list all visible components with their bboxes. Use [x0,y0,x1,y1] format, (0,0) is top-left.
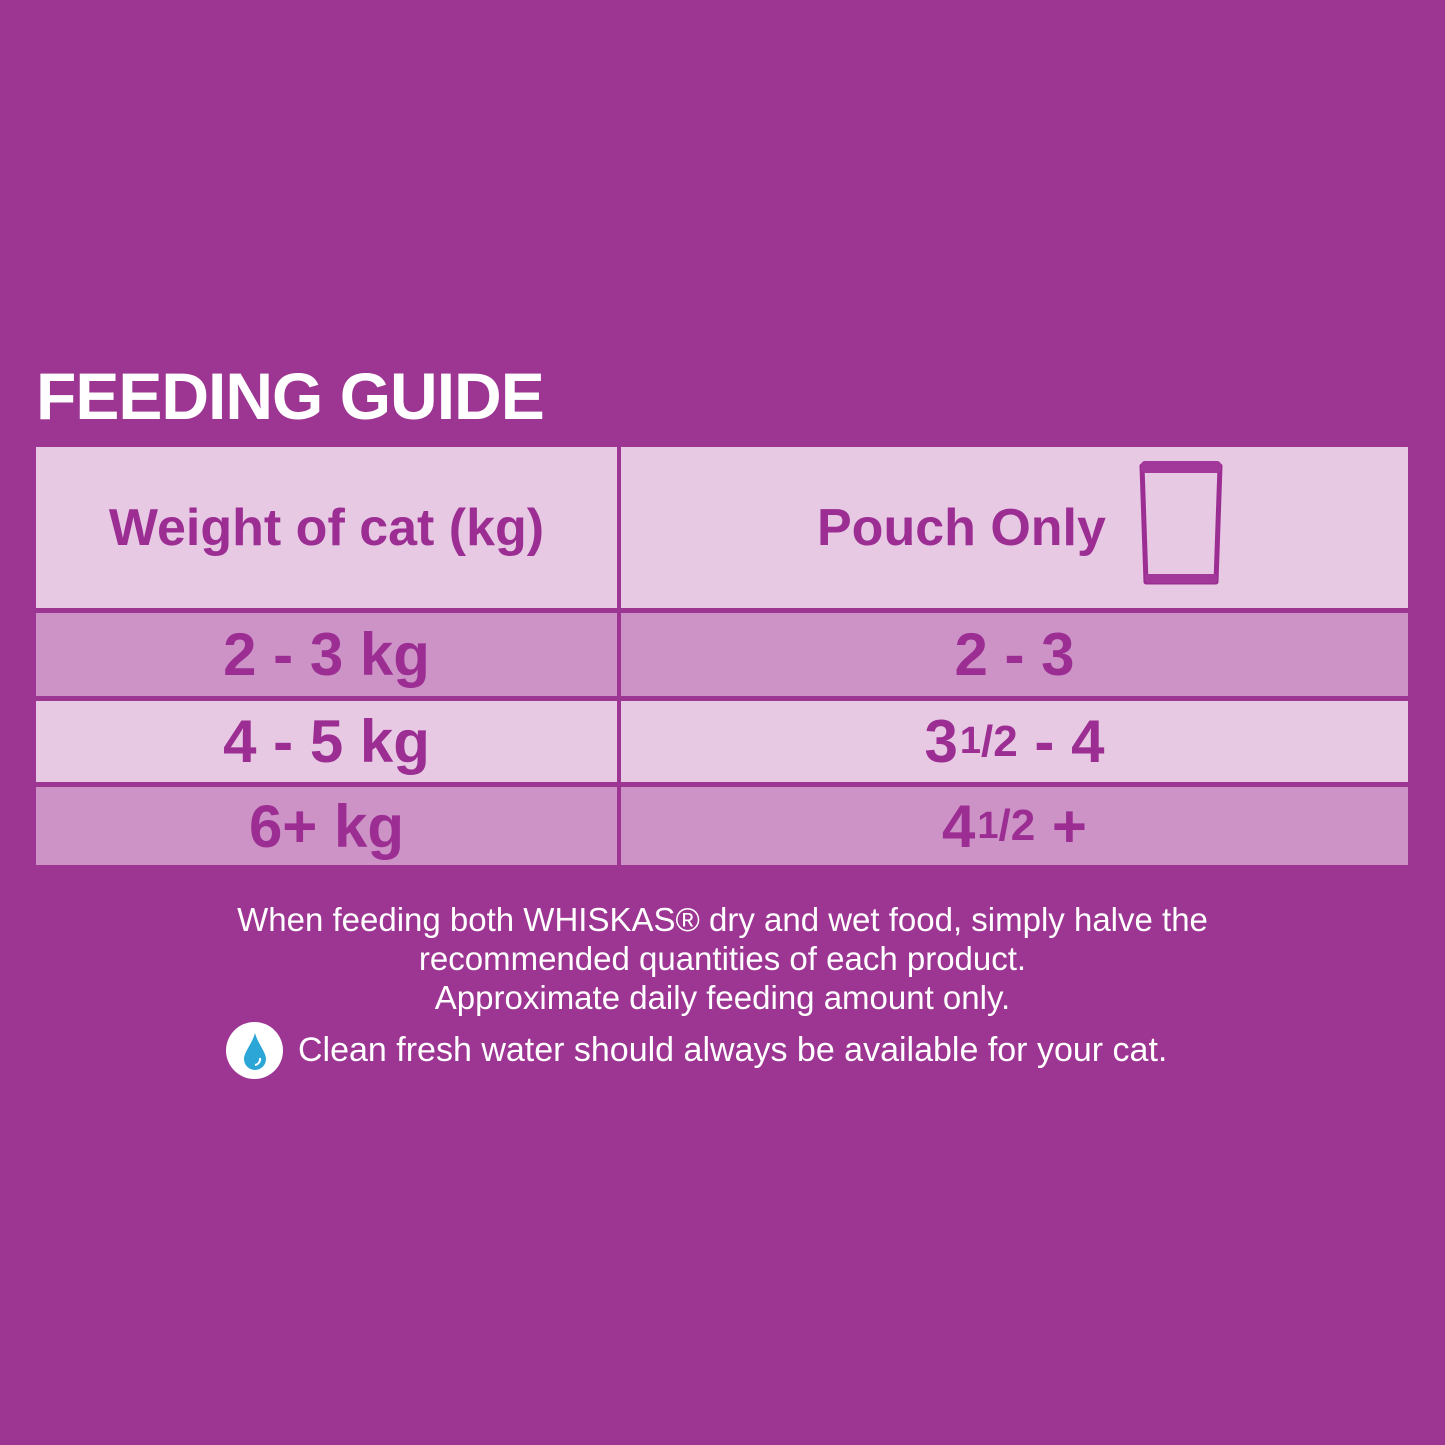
pouch-amount-rest: + [1035,792,1087,860]
feeding-note: When feeding both WHISKAS® dry and wet f… [0,900,1445,1017]
water-note-text: Clean fresh water should always be avail… [298,1031,1168,1069]
pouch-amount-whole: 4 [942,792,976,860]
fraction-numerator: 1 [977,804,999,847]
fraction-denominator: /2 [998,801,1036,850]
pouch-icon [1139,460,1223,584]
table-row-pouch: 2 - 3 [621,613,1408,696]
fraction-denominator: /2 [981,716,1018,766]
table-row-weight: 2 - 3 kg [36,613,617,696]
note-line: Approximate daily feeding amount only. [434,979,1011,1016]
pouch-amount: 2 - 3 [954,621,1075,688]
table-row-pouch: 4 1/2 + [621,787,1408,865]
water-note: Clean fresh water should always be avail… [226,1022,1167,1079]
fraction-numerator: 1 [959,720,982,762]
header-pouch: Pouch Only [621,447,1408,608]
header-pouch-label: Pouch Only [817,498,1106,557]
header-weight: Weight of cat (kg) [36,447,617,608]
note-line: When feeding both WHISKAS® dry and wet f… [237,901,1208,938]
pouch-amount-rest: - 4 [1017,708,1105,775]
page-title: FEEDING GUIDE [36,359,545,433]
table-row-pouch: 3 1/2 - 4 [621,701,1408,782]
table-row-weight: 6+ kg [36,787,617,865]
pouch-amount-whole: 3 [924,708,958,775]
note-line: recommended quantities of each product. [418,940,1027,977]
water-drop-icon [226,1022,283,1079]
table-row-weight: 4 - 5 kg [36,701,617,782]
